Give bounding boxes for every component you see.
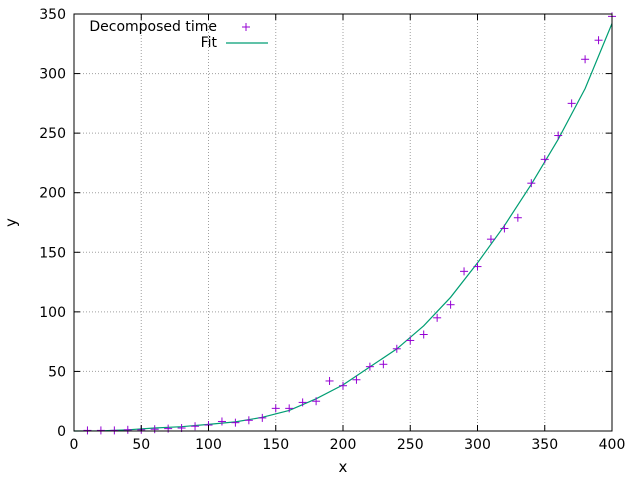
legend-label-decomposed-time: Decomposed time [89, 19, 217, 35]
data-point [352, 375, 361, 384]
x-tick-label-200: 200 [330, 437, 357, 453]
y-tick-label-250: 250 [39, 126, 66, 142]
data-point [473, 262, 482, 271]
data-point [486, 235, 495, 244]
data-point [258, 413, 267, 422]
y-tick-label-300: 300 [39, 67, 66, 83]
data-point [83, 426, 92, 435]
x-axis-label: x [339, 458, 348, 476]
data-point [285, 404, 294, 413]
data-point [554, 131, 563, 140]
x-tick-label-0: 0 [70, 437, 79, 453]
y-tick-label-50: 50 [48, 364, 66, 380]
data-point [231, 418, 240, 427]
data-point [594, 36, 603, 45]
tick-labels: 0 50 100 150 200 250 300 350 400 0 50 100 150 200 250 3… [39, 7, 625, 453]
y-tick-label-100: 100 [39, 305, 66, 321]
y-tick-label-350: 350 [39, 7, 66, 23]
data-point [96, 426, 105, 435]
data-point [500, 224, 509, 233]
data-point [150, 425, 159, 434]
data-point [406, 336, 415, 345]
data-point [433, 313, 442, 322]
legend: Decomposed time Fit [89, 19, 268, 51]
y-tick-label-150: 150 [39, 245, 66, 261]
grid-lines [74, 14, 612, 431]
data-point [123, 425, 132, 434]
data-point [460, 267, 469, 276]
y-axis-label: y [2, 218, 20, 227]
x-tick-label-350: 350 [531, 437, 558, 453]
data-point [446, 300, 455, 309]
axis-ticks [73, 13, 613, 432]
data-point [365, 362, 374, 371]
data-point [379, 360, 388, 369]
data-point [581, 55, 590, 64]
legend-label-fit: Fit [201, 35, 218, 51]
data-point [513, 213, 522, 222]
data-point [312, 397, 321, 406]
data-point [339, 381, 347, 390]
y-tick-label-0: 0 [57, 424, 66, 440]
data-point [527, 179, 536, 188]
x-tick-label-150: 150 [262, 437, 289, 453]
x-tick-label-400: 400 [599, 437, 626, 453]
data-point [325, 376, 334, 385]
data-point [392, 344, 401, 353]
legend-marker-decomposed-time [242, 23, 250, 31]
data-point [540, 155, 549, 164]
data-point [298, 398, 307, 407]
data-point [419, 330, 428, 339]
y-tick-label-200: 200 [39, 186, 66, 202]
x-tick-label-250: 250 [397, 437, 424, 453]
data-point [191, 422, 200, 431]
data-point [244, 416, 253, 425]
x-tick-label-100: 100 [195, 437, 222, 453]
x-tick-label-50: 50 [132, 437, 150, 453]
data-point [110, 426, 119, 435]
x-tick-label-300: 300 [464, 437, 491, 453]
data-point [271, 404, 280, 413]
data-point [217, 417, 226, 426]
data-point [567, 99, 576, 108]
